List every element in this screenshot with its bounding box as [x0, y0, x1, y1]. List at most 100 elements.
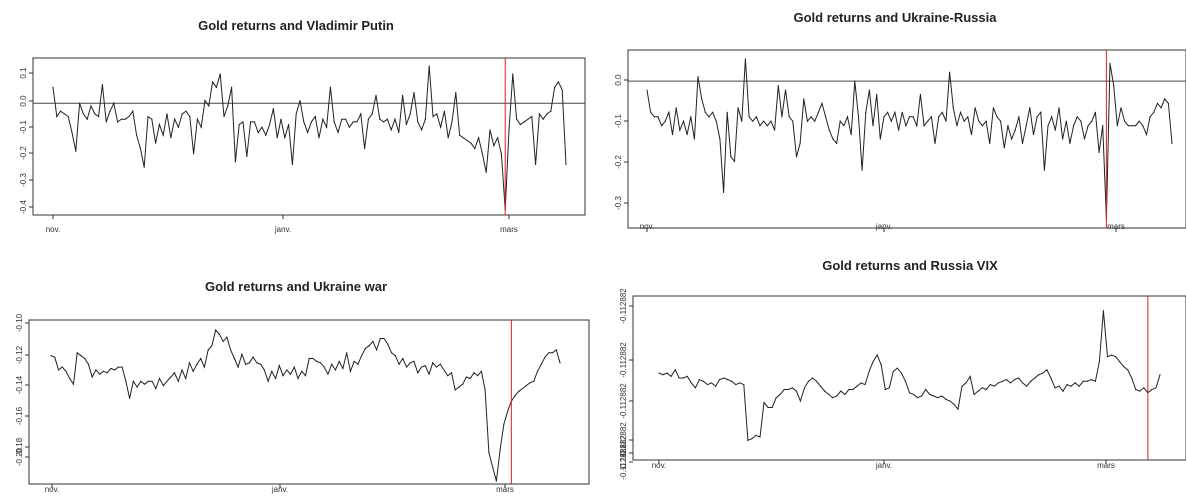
y-tick-label: -0.112882	[619, 288, 628, 324]
data-point	[981, 387, 983, 389]
data-point	[937, 397, 939, 399]
data-point	[200, 126, 202, 128]
data-point	[1025, 125, 1027, 127]
data-point	[413, 91, 415, 94]
data-point	[660, 125, 663, 127]
data-point	[719, 379, 721, 381]
data-point	[737, 107, 739, 109]
data-point	[493, 145, 495, 147]
data-point	[739, 382, 741, 384]
data-point	[56, 115, 58, 118]
data-point	[1114, 356, 1117, 358]
data-point	[439, 363, 441, 365]
data-point	[394, 355, 396, 357]
data-point	[523, 121, 525, 123]
data-point	[759, 436, 761, 438]
data-point	[518, 390, 520, 392]
data-point	[697, 76, 699, 78]
data-point	[372, 340, 374, 342]
data-point	[177, 126, 179, 128]
data-point	[72, 383, 75, 385]
data-point	[360, 113, 362, 115]
data-point	[514, 394, 516, 397]
data-point	[151, 380, 153, 382]
data-point	[993, 385, 995, 387]
data-point	[1058, 385, 1060, 387]
data-point	[1022, 382, 1024, 384]
data-point	[664, 120, 666, 122]
data-point	[286, 369, 288, 371]
data-point	[278, 365, 280, 367]
data-point	[447, 137, 449, 139]
data-point	[458, 386, 460, 388]
data-point	[686, 375, 688, 377]
data-point	[318, 137, 320, 139]
data-point	[1029, 107, 1031, 109]
data-point	[963, 120, 965, 122]
data-point	[424, 118, 426, 120]
data-point	[775, 397, 777, 399]
data-point	[726, 111, 728, 113]
data-point	[872, 361, 874, 363]
data-point	[715, 120, 717, 122]
data-point	[767, 406, 769, 409]
data-point	[409, 362, 411, 364]
data-point	[1054, 129, 1056, 131]
data-point	[1032, 133, 1035, 136]
data-point	[730, 156, 732, 158]
data-point	[218, 333, 221, 335]
data-point	[222, 340, 224, 342]
data-point	[357, 363, 359, 365]
data-point	[1042, 372, 1044, 374]
data-point	[71, 131, 73, 134]
data-point	[894, 111, 896, 113]
data-point	[466, 139, 468, 142]
data-point	[147, 380, 149, 382]
y-tick-label: -0.112882	[619, 342, 628, 378]
data-point	[136, 386, 138, 388]
chart-panel-4: Gold returns and Russia VIX-0.112882-0.1…	[619, 258, 1186, 480]
data-point	[259, 363, 262, 365]
data-point	[1001, 380, 1004, 382]
data-point	[1014, 129, 1016, 131]
data-point	[316, 360, 318, 362]
data-point	[735, 383, 737, 386]
data-point	[945, 398, 947, 400]
data-point	[974, 107, 976, 109]
data-point	[710, 382, 713, 384]
data-point	[67, 115, 69, 118]
data-point	[781, 116, 783, 118]
data-point	[413, 360, 415, 362]
data-point	[997, 382, 999, 384]
data-point	[450, 372, 453, 374]
y-tick-label: -0.18	[15, 437, 24, 456]
y-tick-label: -0.2	[19, 146, 28, 160]
data-point	[379, 118, 381, 120]
data-point	[933, 395, 935, 397]
data-point	[1106, 356, 1109, 358]
data-point	[646, 89, 648, 91]
data-point	[840, 390, 842, 392]
y-tick-label: -0.112882	[619, 383, 628, 419]
data-point	[807, 380, 810, 382]
data-point	[989, 383, 991, 386]
data-point	[1120, 107, 1122, 109]
data-point	[245, 363, 247, 365]
data-point	[892, 370, 894, 373]
data-point	[261, 126, 263, 128]
data-point	[945, 120, 947, 122]
data-point	[478, 137, 480, 139]
data-point	[238, 123, 240, 126]
data-point	[784, 89, 787, 91]
data-point	[65, 370, 67, 372]
data-point	[402, 94, 404, 96]
data-point	[675, 107, 677, 109]
data-point	[766, 125, 768, 127]
data-point	[386, 118, 388, 120]
data-point	[550, 110, 552, 112]
data-point	[390, 352, 393, 354]
data-point	[61, 366, 63, 368]
data-point	[565, 163, 567, 166]
data-point	[345, 118, 347, 120]
data-point	[231, 86, 233, 88]
